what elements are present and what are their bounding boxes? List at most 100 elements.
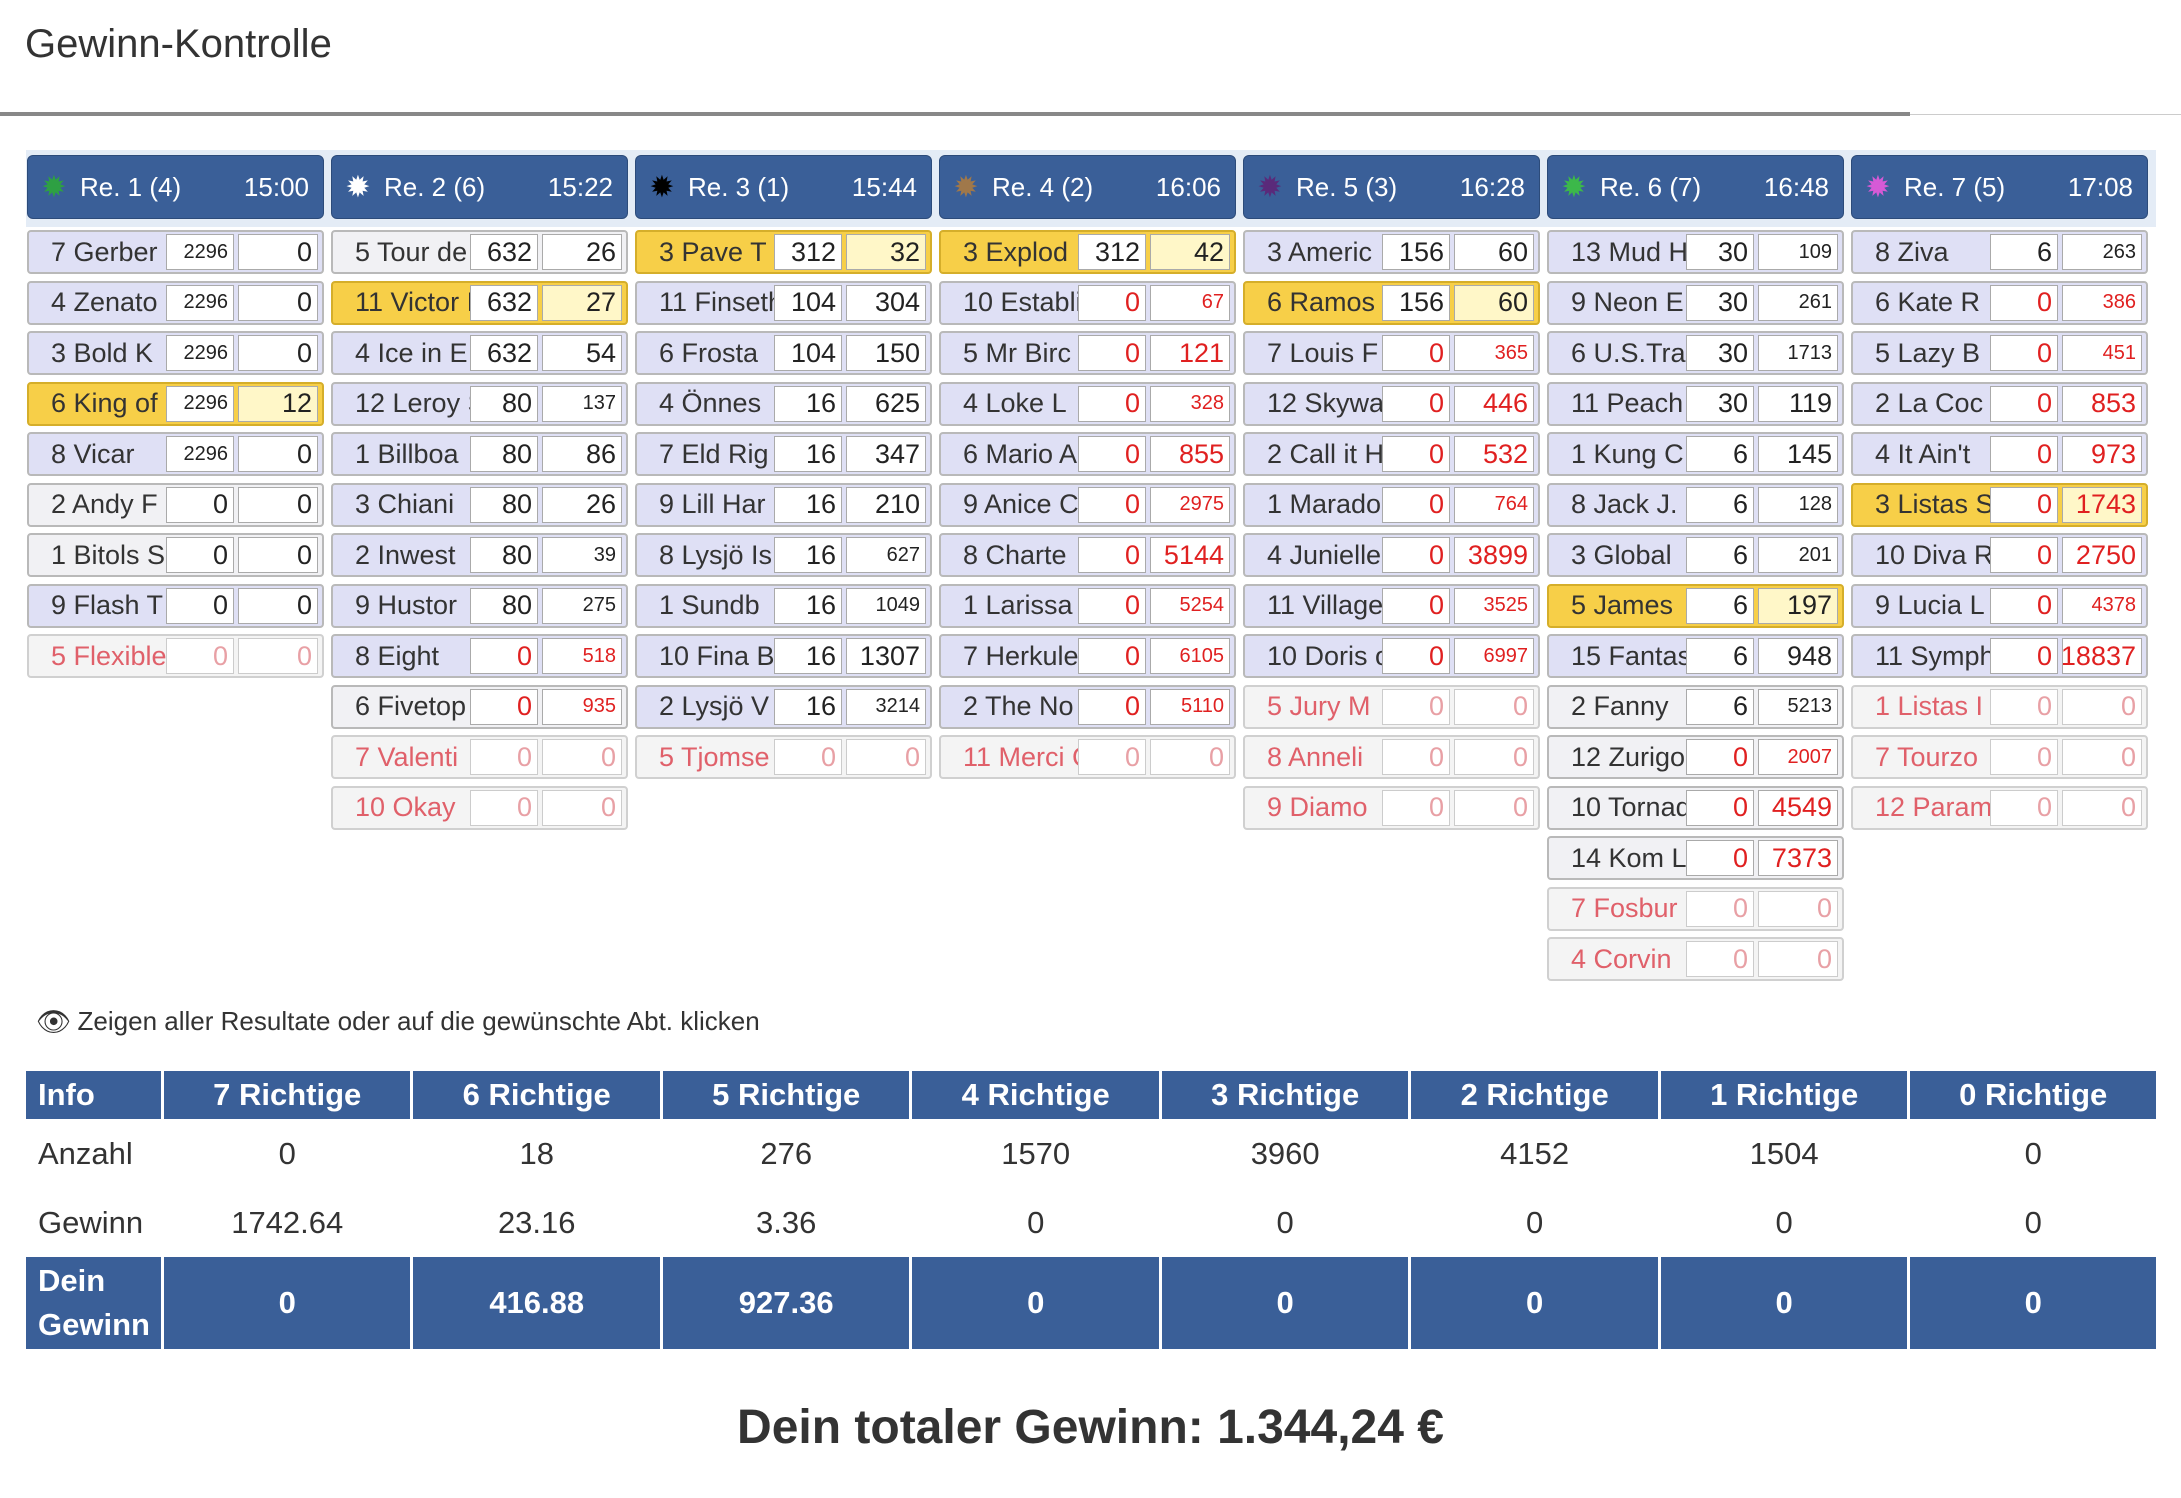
horse-row[interactable]: 2 La Coc 0 853: [1851, 381, 2148, 426]
horse-row[interactable]: 12 Param 0 0: [1851, 785, 2148, 830]
race-header[interactable]: ✹ Re. 5 (3) 16:28: [1243, 155, 1540, 219]
horse-row[interactable]: 2 The No 0 5110: [939, 684, 1236, 729]
horse-row[interactable]: 3 Pave T 312 32: [635, 230, 932, 274]
horse-row[interactable]: 2 Fanny 6 5213: [1547, 684, 1844, 729]
horse-row[interactable]: 2 Call it H 0 532: [1243, 432, 1540, 476]
horse-row[interactable]: 7 Eld Rig 16 347: [635, 432, 932, 476]
horse-name: 6 Kate R: [1875, 287, 1981, 317]
horse-row[interactable]: 8 Jack J. 6 128: [1547, 482, 1844, 527]
horse-row[interactable]: 1 Marado 0 764: [1243, 482, 1540, 527]
horse-row[interactable]: 4 Zenato 2296 0: [27, 280, 324, 325]
horse-row[interactable]: 3 Bold K 2296 0: [27, 331, 324, 375]
horse-row[interactable]: 7 Louis F 0 365: [1243, 331, 1540, 375]
horse-name: 4 Loke L: [963, 388, 1067, 418]
horse-row[interactable]: 5 Tour de 632 26: [331, 230, 628, 274]
horse-row[interactable]: 7 Gerber 2296 0: [27, 230, 324, 274]
horse-row[interactable]: 8 Lysjö Is 16 627: [635, 533, 932, 577]
horse-row[interactable]: 8 Vicar 2296 0: [27, 432, 324, 476]
horse-row[interactable]: 10 Okay 0 0: [331, 785, 628, 830]
horse-row[interactable]: 1 Kung C 6 145: [1547, 432, 1844, 476]
horse-row[interactable]: 7 Fosbur 0 0: [1547, 886, 1844, 931]
race-header[interactable]: ✹ Re. 3 (1) 15:44: [635, 155, 932, 219]
horse-bets: 0: [470, 688, 538, 725]
horse-row[interactable]: 10 Establi 0 67: [939, 280, 1236, 325]
horse-row[interactable]: 9 Neon E 30 261: [1547, 280, 1844, 325]
race-header[interactable]: ✹ Re. 6 (7) 16:48: [1547, 155, 1844, 219]
horse-row[interactable]: 3 Chiani 80 26: [331, 482, 628, 527]
horse-row[interactable]: 7 Tourzo 0 0: [1851, 735, 2148, 779]
horse-row[interactable]: 9 Lill Har 16 210: [635, 482, 932, 527]
horse-row[interactable]: 3 Americ 156 60: [1243, 230, 1540, 274]
horse-row[interactable]: 10 Tornad 0 4549: [1547, 785, 1844, 830]
horse-row[interactable]: 9 Diamo 0 0: [1243, 785, 1540, 830]
horse-row[interactable]: 6 King of 2296 12: [27, 381, 324, 426]
horse-row[interactable]: 7 Herkule 0 6105: [939, 634, 1236, 678]
horse-row[interactable]: 3 Explod 312 42: [939, 230, 1236, 274]
horse-row[interactable]: 5 Lazy B 0 451: [1851, 331, 2148, 375]
horse-row[interactable]: 11 Finseth 104 304: [635, 280, 932, 325]
show-all-hint[interactable]: 👁 Zeigen aller Resultate oder auf die ge…: [36, 1005, 760, 1038]
horse-row[interactable]: 5 Mr Birc 0 121: [939, 331, 1236, 375]
horse-row[interactable]: 4 Corvin 0 0: [1547, 937, 1844, 981]
horse-row[interactable]: 10 Doris o 0 6997: [1243, 634, 1540, 678]
horse-row[interactable]: 12 Zurigo 0 2007: [1547, 735, 1844, 779]
horse-row[interactable]: 6 Mario A 0 855: [939, 432, 1236, 476]
race-header[interactable]: ✹ Re. 2 (6) 15:22: [331, 155, 628, 219]
horse-row[interactable]: 1 Billboa 80 86: [331, 432, 628, 476]
horse-row[interactable]: 11 Village 0 3525: [1243, 583, 1540, 628]
horse-row[interactable]: 11 Symph 0 18837: [1851, 634, 2148, 678]
horse-row[interactable]: 13 Mud H 30 109: [1547, 230, 1844, 274]
horse-row[interactable]: 15 Fantas 6 948: [1547, 634, 1844, 678]
horse-row[interactable]: 6 Frosta 104 150: [635, 331, 932, 375]
horse-bets: 0: [1990, 385, 2058, 422]
horse-row[interactable]: 3 Listas S 0 1743: [1851, 482, 2148, 527]
horse-row[interactable]: 6 Fivetop 0 935: [331, 684, 628, 729]
horse-row[interactable]: 11 Peach 30 119: [1547, 381, 1844, 426]
horse-row[interactable]: 2 Lysjö V 16 3214: [635, 684, 932, 729]
horse-row[interactable]: 7 Valenti 0 0: [331, 735, 628, 779]
horse-row[interactable]: 8 Anneli 0 0: [1243, 735, 1540, 779]
horse-row[interactable]: 1 Sundb 16 1049: [635, 583, 932, 628]
race-header[interactable]: ✹ Re. 1 (4) 15:00: [27, 155, 324, 219]
horse-row[interactable]: 8 Eight 0 518: [331, 634, 628, 678]
race-header[interactable]: ✹ Re. 7 (5) 17:08: [1851, 155, 2148, 219]
horse-row[interactable]: 9 Anice C 0 2975: [939, 482, 1236, 527]
horse-row[interactable]: 6 Kate R 0 386: [1851, 280, 2148, 325]
horse-name: 12 Zurigo: [1571, 741, 1686, 772]
horse-row[interactable]: 5 James 6 197: [1547, 583, 1844, 628]
horse-row[interactable]: 9 Hustor 80 275: [331, 583, 628, 628]
results-cell: 0: [1657, 1188, 1909, 1257]
horse-row[interactable]: 5 Tjomse 0 0: [635, 735, 932, 779]
horse-row[interactable]: 4 Junielle 0 3899: [1243, 533, 1540, 577]
horse-row[interactable]: 8 Ziva 6 263: [1851, 230, 2148, 274]
horse-payout: 0: [238, 587, 318, 624]
horse-row[interactable]: 12 Skywal 0 446: [1243, 381, 1540, 426]
horse-row[interactable]: 3 Global 6 201: [1547, 533, 1844, 577]
horse-name: 15 Fantas: [1571, 640, 1686, 671]
horse-row[interactable]: 4 Loke L 0 328: [939, 381, 1236, 426]
horse-row[interactable]: 6 U.S.Tra 30 1713: [1547, 331, 1844, 375]
horse-row[interactable]: 1 Larissa 0 5254: [939, 583, 1236, 628]
horse-row[interactable]: 6 Ramos 156 60: [1243, 280, 1540, 325]
horse-row[interactable]: 8 Charte 0 5144: [939, 533, 1236, 577]
horse-row[interactable]: 5 Flexible 0 0: [27, 634, 324, 678]
horse-row[interactable]: 9 Lucia L 0 4378: [1851, 583, 2148, 628]
horse-row[interactable]: 4 Ice in E 632 54: [331, 331, 628, 375]
horse-bets: 0: [1382, 587, 1450, 624]
horse-row[interactable]: 2 Inwest 80 39: [331, 533, 628, 577]
race-name: Re. 1 (4): [80, 171, 182, 202]
horse-row[interactable]: 11 Victor I 632 27: [331, 280, 628, 325]
horse-row[interactable]: 4 It Ain't 0 973: [1851, 432, 2148, 476]
race-header[interactable]: ✹ Re. 4 (2) 16:06: [939, 155, 1236, 219]
horse-row[interactable]: 4 Önnes 16 625: [635, 381, 932, 426]
